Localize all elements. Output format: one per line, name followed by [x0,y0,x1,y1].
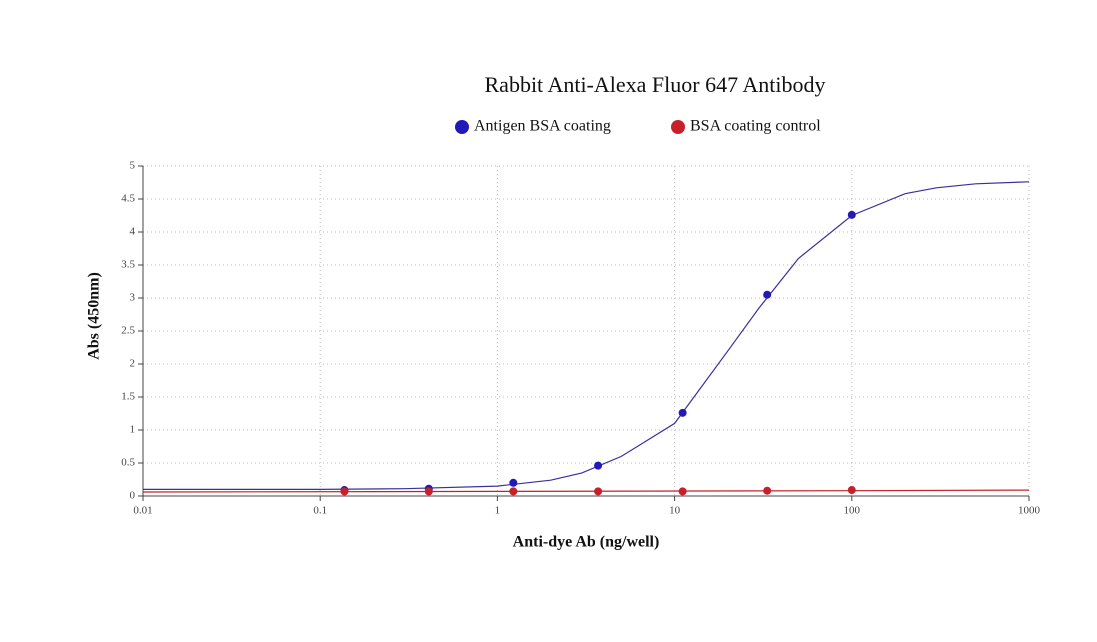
fit-curve [143,181,1030,490]
data-point [678,408,687,417]
data-point [847,210,856,219]
y-tick-label: 0.5 [121,457,135,469]
fit-curve [142,489,1030,493]
data-point [847,486,856,495]
x-tick-label: 1000 [1018,505,1041,517]
y-tick-label: 2.5 [121,325,135,337]
y-tick-label: 2 [130,358,136,370]
legend-label: Antigen BSA coating [474,118,611,135]
data-point [763,290,772,299]
data-point [509,478,518,487]
x-tick-label: 10 [669,505,681,517]
y-tick-label: 4.5 [121,193,135,205]
legend-marker [671,120,685,134]
data-point [594,461,603,470]
data-point [509,487,518,496]
y-tick-label: 1 [130,424,136,436]
y-tick-label: 1.5 [121,391,135,403]
legend-label: BSA coating control [690,118,821,135]
y-tick-label: 3 [130,292,136,304]
y-tick-label: 0 [130,490,136,502]
x-tick-label: 1 [495,505,501,517]
data-point [594,487,603,496]
x-tick-label: 0.1 [313,505,327,517]
y-tick-label: 3.5 [121,259,135,271]
data-point [424,487,433,496]
x-tick-label: 100 [844,505,861,517]
y-tick-label: 5 [130,160,136,172]
y-tick-label: 4 [130,226,136,238]
legend-marker [455,120,469,134]
data-point [763,486,772,495]
x-axis-label: Anti-dye Ab (ng/well) [513,534,660,551]
chart-title: Rabbit Anti-Alexa Fluor 647 Antibody [485,72,826,97]
y-axis-label: Abs (450nm) [86,272,103,360]
x-tick-label: 0.01 [133,505,152,517]
data-point [678,487,687,496]
data-point [340,487,349,496]
